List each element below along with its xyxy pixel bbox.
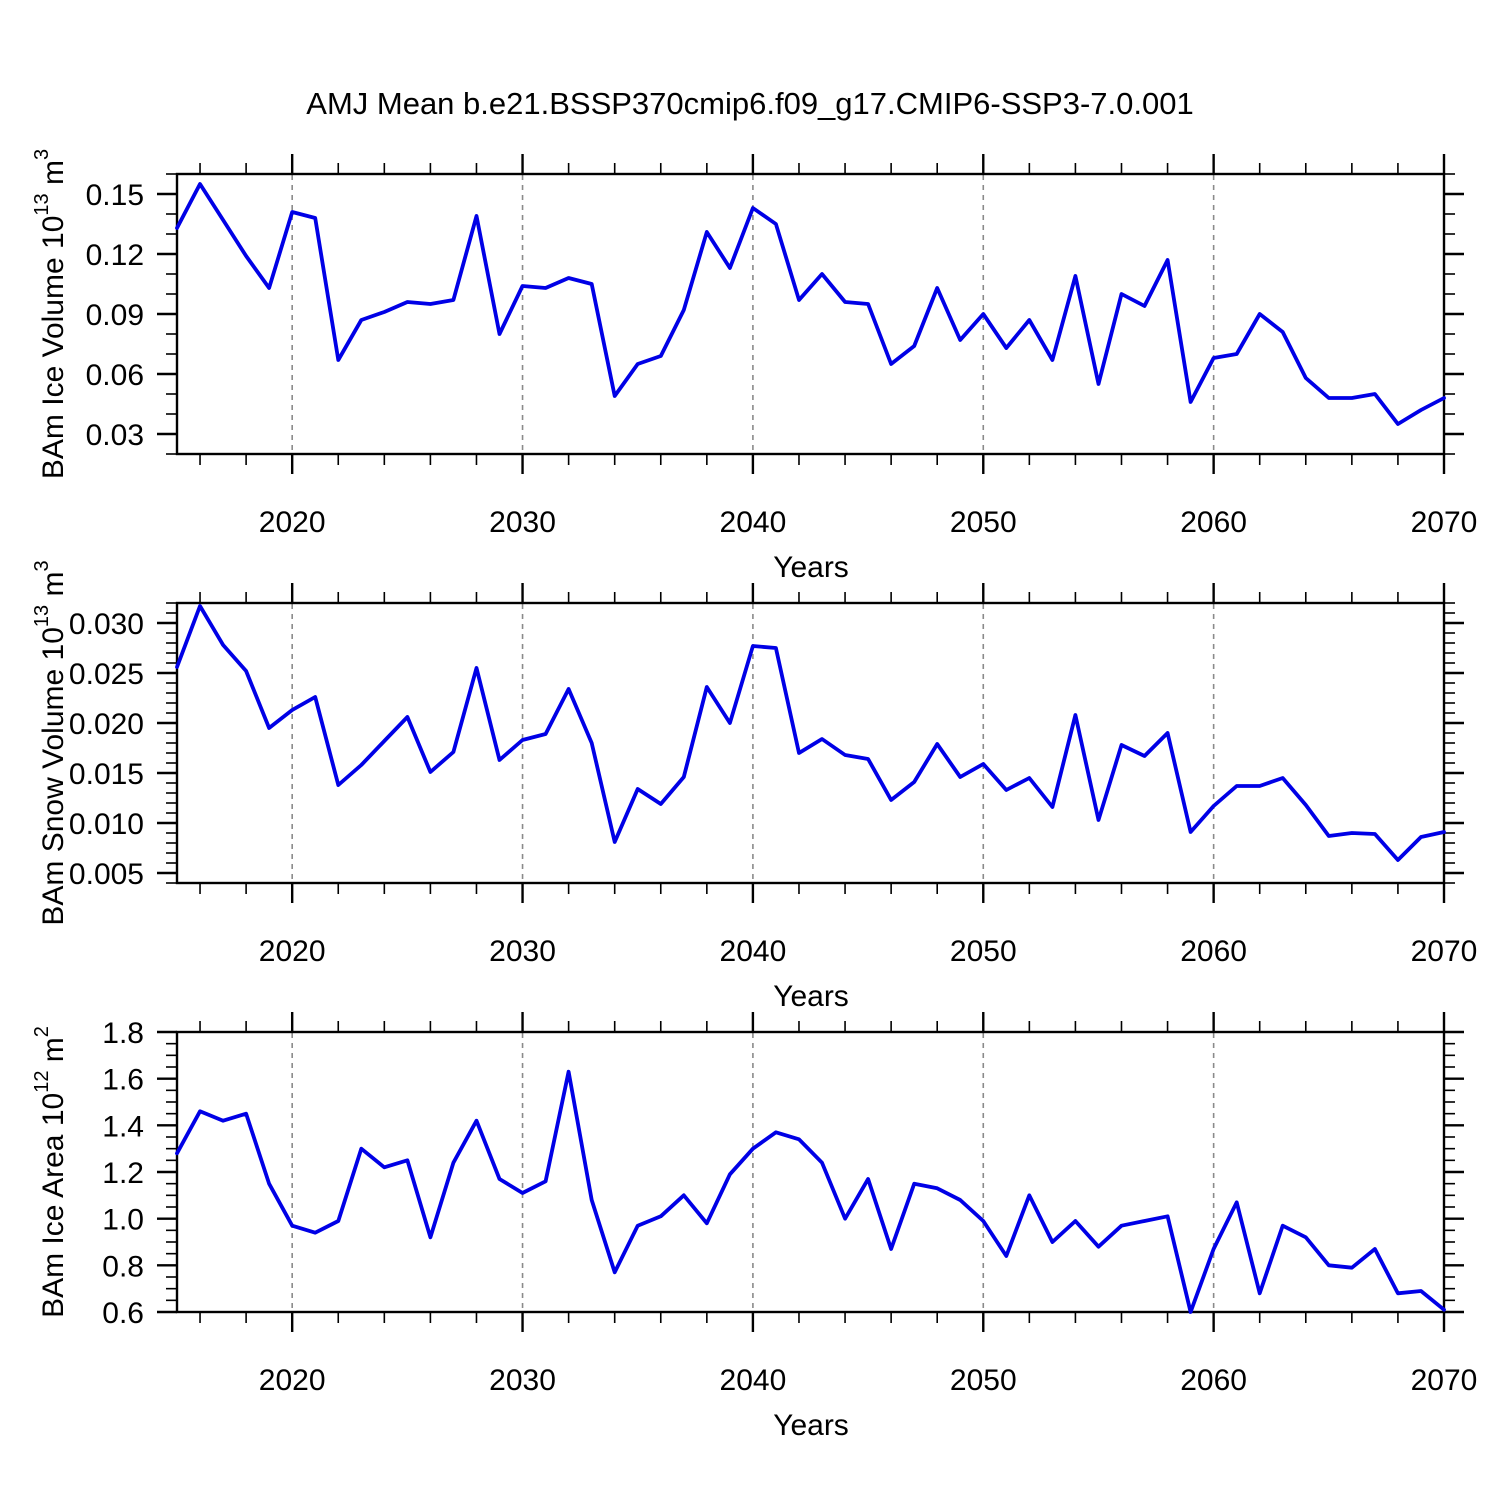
panel-frame: [175, 1030, 1446, 1314]
x-tick-label: 2060: [1180, 935, 1247, 968]
x-tick-label: 2050: [950, 1364, 1017, 1397]
y-axis-title-unit: m: [37, 160, 70, 194]
y-tick-label: 0.030: [69, 608, 144, 641]
x-axis-title: Years: [773, 980, 849, 1013]
chart-title: AMJ Mean b.e21.BSSP370cmip6.f09_g17.CMIP…: [306, 86, 1194, 121]
panel-frame: [175, 601, 1446, 885]
y-axis-title-exponent: 12: [31, 1070, 53, 1093]
y-tick-label: 1.6: [102, 1064, 144, 1097]
x-tick-label: 2030: [489, 935, 556, 968]
y-axis-title-unit-exponent: 3: [31, 148, 53, 161]
y-tick-label: 0.09: [86, 299, 144, 332]
y-axis-title-ice-volume: BAm Ice Volume 1013 m3: [26, 104, 70, 524]
y-tick-label: 0.12: [86, 239, 144, 272]
y-tick-label: 1.8: [102, 1017, 144, 1050]
y-axis-title-exponent: 13: [31, 604, 53, 628]
x-tick-label: 2060: [1180, 1364, 1247, 1397]
y-axis-title-text: BAm Ice Volume 10: [37, 215, 70, 480]
data-series-snow-volume: [175, 604, 1446, 862]
y-tick-label: 0.005: [69, 858, 144, 891]
data-series-ice-volume: [175, 182, 1446, 426]
y-tick-label: 1.2: [102, 1157, 144, 1190]
y-axis-title-unit: m: [37, 1037, 70, 1071]
x-tick-label: 2070: [1411, 506, 1478, 539]
y-axis-title-text: BAm Ice Area 10: [37, 1092, 70, 1318]
x-tick-label: 2050: [950, 506, 1017, 539]
y-tick-label: 0.020: [69, 708, 144, 741]
y-tick-label: 1.4: [102, 1110, 144, 1143]
x-tick-label: 2030: [489, 1364, 556, 1397]
y-tick-label: 0.010: [69, 808, 144, 841]
y-tick-label: 0.03: [86, 419, 144, 452]
x-tick-label: 2040: [720, 935, 787, 968]
panel-snow-volume: 2020 2030 2040 2050 2060 2070 0.005 0.010 0.015 0…: [69, 583, 1477, 968]
x-axis-title: Years: [773, 551, 849, 584]
y-tick-label: 0.15: [86, 179, 144, 212]
panel-ice-volume: 2020 2030 2040 2050 2060 2070 0.03 0.06 0.09 0.12…: [86, 154, 1478, 539]
y-tick-label: 0.015: [69, 758, 144, 791]
x-tick-label: 2070: [1411, 1364, 1478, 1397]
x-tick-label: 2070: [1411, 935, 1478, 968]
x-tick-label: 2020: [259, 935, 326, 968]
x-tick-label: 2020: [259, 1364, 326, 1397]
x-tick-label: 2040: [720, 1364, 787, 1397]
x-axis-title: Years: [773, 1409, 849, 1442]
x-tick-label: 2060: [1180, 506, 1247, 539]
y-axis-title-text: BAm Snow Volume 10: [37, 627, 70, 926]
y-tick-label: 0.06: [86, 359, 144, 392]
data-series-ice-area: [175, 1069, 1446, 1314]
y-axis-title-unit-exponent: 3: [31, 560, 53, 572]
y-tick-label: 0.6: [102, 1297, 144, 1330]
y-axis-title-snow-volume: BAm Snow Volume 1013 m3: [26, 533, 70, 953]
y-tick-label: 1.0: [102, 1204, 144, 1237]
x-tick-label: 2040: [720, 506, 787, 539]
y-axis-title-exponent: 13: [31, 193, 53, 216]
y-axis-title-ice-area: BAm Ice Area 1012 m2: [26, 962, 70, 1382]
panel-frame: [175, 172, 1446, 456]
x-tick-label: 2030: [489, 506, 556, 539]
x-tick-label: 2020: [259, 506, 326, 539]
y-tick-label: 0.8: [102, 1250, 144, 1283]
y-tick-label: 0.025: [69, 658, 144, 691]
y-axis-title-unit-exponent: 2: [31, 1026, 53, 1038]
y-axis-title-unit: m: [37, 571, 70, 605]
x-tick-label: 2050: [950, 935, 1017, 968]
panel-ice-area: 2020 2030 2040 2050 2060 2070 0.6 0.8 1.0 1.2 1.4 1…: [102, 1012, 1477, 1397]
